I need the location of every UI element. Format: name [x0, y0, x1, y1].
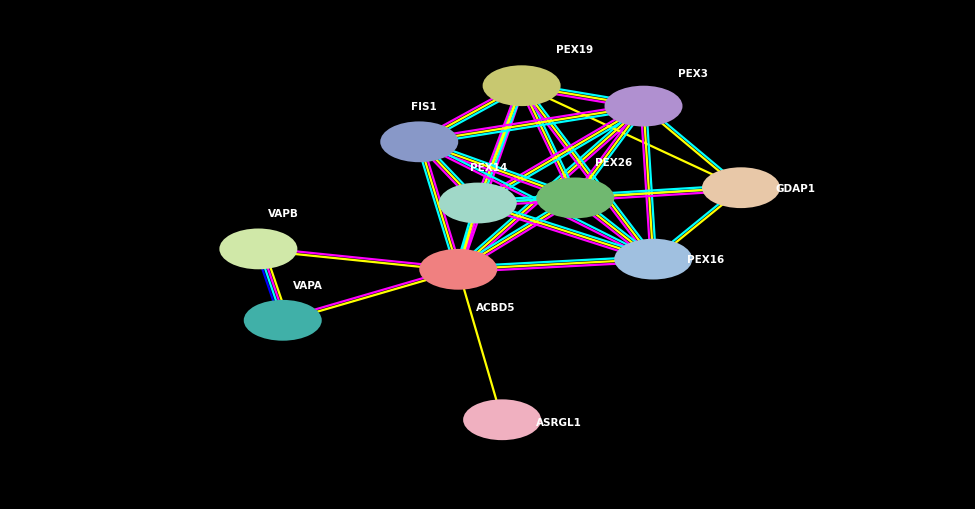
Circle shape	[483, 66, 561, 107]
Circle shape	[614, 239, 692, 280]
Text: GDAP1: GDAP1	[775, 183, 815, 193]
Text: FIS1: FIS1	[411, 102, 437, 112]
Text: PEX19: PEX19	[556, 45, 593, 55]
Circle shape	[702, 168, 780, 209]
Text: PEX14: PEX14	[470, 163, 507, 173]
Circle shape	[439, 183, 517, 224]
Text: PEX3: PEX3	[678, 69, 708, 79]
Text: ASRGL1: ASRGL1	[536, 417, 582, 428]
Circle shape	[536, 178, 614, 219]
Circle shape	[244, 300, 322, 341]
Circle shape	[419, 249, 497, 290]
Circle shape	[380, 122, 458, 163]
Circle shape	[463, 400, 541, 440]
Text: ACBD5: ACBD5	[476, 303, 516, 313]
Circle shape	[219, 229, 297, 270]
Text: VAPA: VAPA	[292, 280, 323, 290]
Text: PEX16: PEX16	[687, 254, 724, 265]
Circle shape	[604, 87, 682, 127]
Text: VAPB: VAPB	[268, 209, 299, 219]
Text: PEX26: PEX26	[595, 158, 632, 168]
